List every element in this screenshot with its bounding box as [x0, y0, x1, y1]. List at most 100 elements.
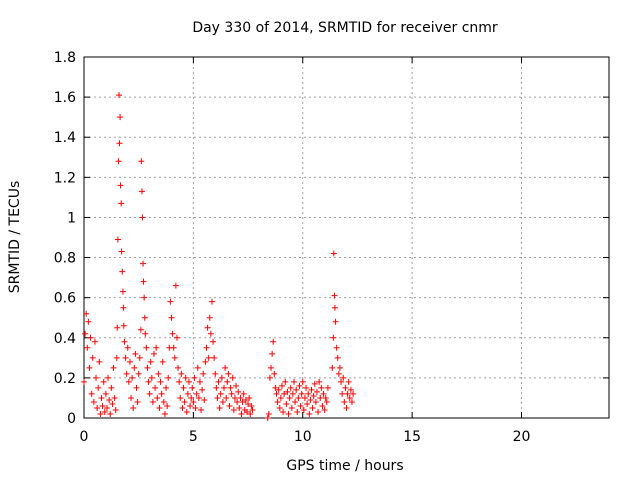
data-point — [301, 394, 308, 401]
grid — [84, 57, 609, 418]
data-point — [204, 324, 211, 331]
data-point — [152, 384, 159, 391]
data-point — [84, 344, 91, 351]
data-point — [123, 370, 130, 377]
y-axis: 0 0.2 0.4 0.6 0.8 1 1.2 1.4 1.6 1.8 — [54, 50, 609, 427]
data-point — [149, 398, 156, 405]
data-point — [158, 390, 165, 397]
data-point — [98, 394, 105, 401]
data-point — [114, 324, 121, 331]
data-point — [103, 404, 110, 411]
y-tick-label: 1.6 — [54, 90, 76, 106]
data-point — [306, 410, 313, 417]
data-point — [181, 398, 188, 405]
data-point — [336, 364, 343, 371]
data-point — [338, 378, 345, 385]
data-point — [137, 326, 144, 333]
chart-title: Day 330 of 2014, SRMTID for receiver cnm… — [192, 20, 498, 36]
data-point — [151, 350, 157, 357]
data-point — [100, 378, 107, 385]
x-tick-label: 5 — [189, 429, 198, 445]
data-point — [121, 338, 128, 345]
data-point — [183, 408, 190, 415]
data-series — [81, 92, 357, 421]
data-point — [130, 404, 137, 411]
data-point — [101, 408, 108, 415]
y-axis-label: SRMTID / TECUs — [7, 181, 23, 294]
data-point — [190, 398, 197, 405]
data-point — [140, 278, 147, 285]
data-point — [330, 334, 337, 341]
data-point — [192, 404, 199, 411]
data-point — [86, 364, 93, 371]
data-point — [207, 330, 214, 337]
data-point — [193, 390, 200, 397]
data-point — [208, 298, 215, 305]
data-point — [292, 398, 299, 405]
data-point — [215, 378, 222, 385]
data-point — [318, 384, 325, 391]
data-point — [210, 338, 217, 345]
data-point — [173, 334, 180, 341]
data-point — [114, 236, 121, 243]
data-point — [164, 402, 171, 409]
data-point — [224, 378, 231, 385]
data-point — [264, 415, 271, 421]
data-point — [308, 386, 315, 393]
data-point — [107, 410, 114, 417]
data-point — [312, 398, 319, 405]
data-point — [282, 378, 289, 385]
data-point — [238, 410, 245, 417]
data-point — [346, 394, 353, 401]
data-point — [339, 390, 346, 397]
data-point — [95, 384, 102, 391]
data-point — [170, 344, 177, 351]
data-point — [291, 378, 297, 385]
data-point — [345, 378, 352, 385]
data-point — [331, 292, 338, 299]
data-point — [300, 406, 307, 413]
data-point — [118, 248, 125, 255]
data-point — [202, 358, 209, 365]
data-point — [217, 390, 224, 397]
data-point — [138, 158, 145, 165]
data-point — [195, 394, 202, 401]
data-point — [289, 390, 296, 397]
data-point — [317, 394, 324, 401]
data-point — [177, 394, 184, 401]
data-point — [182, 374, 189, 381]
data-point — [333, 344, 340, 351]
data-point — [249, 406, 256, 413]
data-point — [304, 400, 311, 407]
data-point — [236, 404, 243, 411]
data-point — [116, 92, 122, 99]
x-axis-label: GPS time / hours — [286, 458, 403, 474]
data-point — [97, 410, 104, 417]
data-point — [305, 390, 312, 397]
y-tick-label: 1.4 — [54, 130, 76, 146]
data-point — [90, 398, 97, 405]
data-point — [275, 386, 282, 393]
data-point — [141, 294, 148, 301]
data-point — [82, 330, 89, 337]
data-point — [313, 388, 320, 395]
data-point — [111, 394, 118, 401]
data-point — [184, 390, 191, 397]
data-point — [347, 386, 354, 393]
data-point — [122, 354, 129, 361]
data-point — [134, 398, 141, 405]
data-point — [102, 390, 109, 397]
data-point — [247, 410, 254, 417]
y-tick-label: 0.2 — [54, 371, 76, 387]
data-point — [117, 114, 124, 121]
data-point — [309, 404, 316, 411]
data-point — [235, 388, 242, 395]
data-point — [341, 398, 348, 405]
data-point — [140, 260, 147, 267]
data-point — [159, 358, 166, 365]
data-point — [265, 410, 272, 417]
data-point — [132, 350, 139, 357]
data-point — [109, 400, 116, 407]
data-point — [296, 382, 303, 389]
